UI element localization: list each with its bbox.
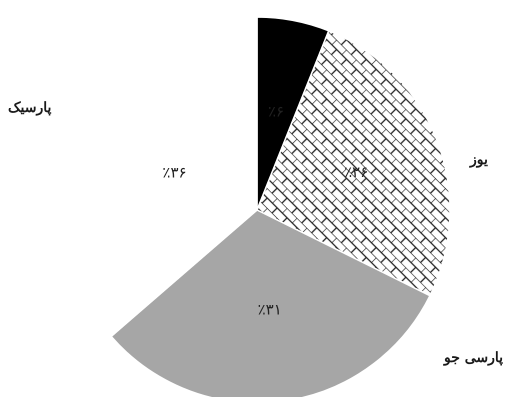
value-label-slice-parsijoo: ٪۳۱ <box>258 301 282 319</box>
category-label-slice-parsik: پارسیک <box>8 100 52 116</box>
value-label-slice-6: ٪۶ <box>268 103 284 121</box>
slice-yuz <box>256 29 451 297</box>
value-label-slice-parsik: ٪۳۶ <box>162 163 186 181</box>
pie-category-labels: یوز پارسی جو پارسیک <box>8 100 503 366</box>
pie-slices <box>63 16 451 397</box>
category-label-slice-parsijoo: پارسی جو <box>443 350 503 366</box>
pie-value-labels: ٪۶ ٪۲۶ ٪۳۱ ٪۳۶ <box>162 103 368 319</box>
slice-parsik <box>63 16 258 338</box>
category-label-slice-yuz: یوز <box>469 152 488 168</box>
value-label-slice-yuz: ٪۲۶ <box>344 163 368 181</box>
slice-parsijoo <box>110 209 431 397</box>
